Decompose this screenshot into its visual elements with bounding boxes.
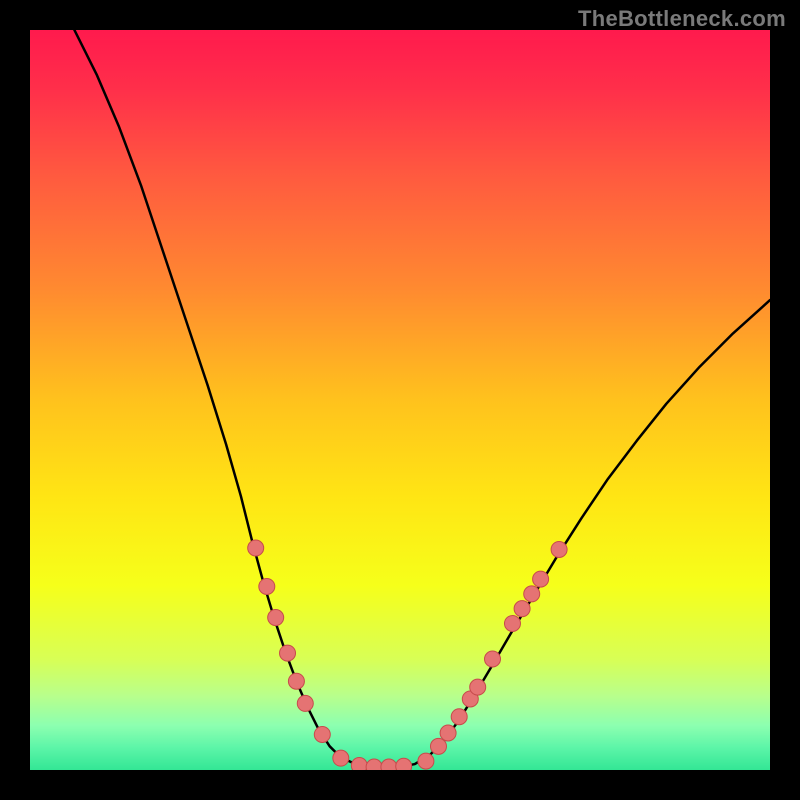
curve-marker: [381, 759, 397, 775]
curve-marker: [259, 578, 275, 594]
curve-marker: [280, 645, 296, 661]
curve-marker: [268, 610, 284, 626]
curve-marker: [485, 651, 501, 667]
curve-marker: [504, 615, 520, 631]
curve-markers: [248, 540, 567, 775]
curve-marker: [524, 586, 540, 602]
curve-marker: [440, 725, 456, 741]
bottleneck-curve: [74, 30, 770, 767]
watermark-text: TheBottleneck.com: [578, 6, 786, 32]
curve-marker: [451, 709, 467, 725]
curve-marker: [418, 753, 434, 769]
curve-marker: [288, 673, 304, 689]
curve-marker: [514, 601, 530, 617]
curve-marker: [333, 750, 349, 766]
curve-marker: [366, 759, 382, 775]
curve-marker: [314, 726, 330, 742]
curve-marker: [351, 758, 367, 774]
plot-background: [30, 30, 770, 770]
curve-marker: [396, 758, 412, 774]
curve-marker: [462, 691, 478, 707]
curve-marker: [551, 541, 567, 557]
curve-marker: [430, 738, 446, 754]
curve-marker: [248, 540, 264, 556]
chart-svg: [0, 0, 800, 800]
chart-frame: TheBottleneck.com: [0, 0, 800, 800]
curve-marker: [297, 695, 313, 711]
curve-marker: [533, 571, 549, 587]
curve-marker: [470, 679, 486, 695]
